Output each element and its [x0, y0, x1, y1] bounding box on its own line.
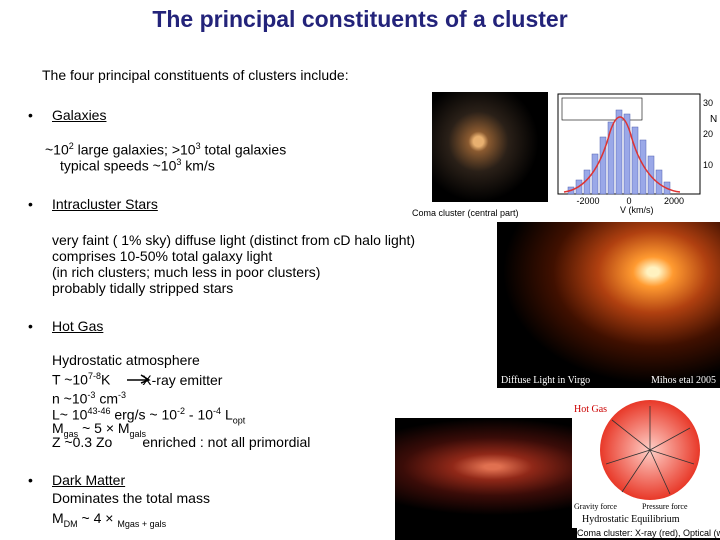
text-line: Hydrostatic atmosphere: [52, 352, 200, 368]
intro: The four principal constituents of clust…: [42, 67, 349, 83]
heading: Dark Matter: [52, 472, 126, 488]
y-tick-label: 30: [703, 98, 713, 108]
coma-xray-photo: Coma cluster: X-ray (red), Optical (whit…: [395, 418, 720, 540]
text-run: M: [52, 420, 64, 436]
text-run: enriched : not all primordial: [142, 434, 311, 450]
text-run: - 10: [185, 406, 214, 423]
text-line: Z ~0.3 Zo enriched : not all primordial: [52, 434, 310, 450]
text-run: ~ 5 × M: [78, 420, 130, 436]
coma-caption: Coma cluster: X-ray (red), Optical (whit…: [577, 528, 720, 538]
bullet: •: [28, 196, 33, 212]
text-line: MDM ~ 4 × Mgas + gals: [52, 510, 166, 529]
histogram-caption: Coma cluster (central part): [412, 208, 519, 218]
title: The principal constituents of a cluster: [152, 6, 568, 32]
text-run: (in rich clusters; much less in poor clu…: [52, 264, 321, 280]
text-run: Z ~0.3 Zo: [52, 434, 113, 450]
text-run: Hydrostatic atmosphere: [52, 352, 200, 368]
text-run: 3: [195, 141, 201, 151]
y-tick-label: 20: [703, 129, 713, 139]
gaussian-curve: [563, 116, 681, 193]
text-run: n ~10: [52, 390, 88, 407]
text-run: T ~10: [52, 371, 88, 388]
text-line: probably tidally stripped stars: [52, 280, 233, 296]
pressure-label: Pressure force: [642, 502, 688, 511]
text-run: -2: [177, 406, 186, 416]
text-run: M: [52, 510, 64, 526]
hot-gas-caption: Hydrostatic Equilibrium: [582, 514, 680, 525]
text-run: 43-46: [87, 406, 111, 416]
text-run: 3: [176, 157, 182, 167]
velocity-histogram: -2000 0 2000 30 20 10 N: [557, 93, 717, 206]
heading: Galaxies: [52, 107, 107, 123]
text-line: (in rich clusters; much less in poor clu…: [52, 264, 320, 280]
virgo-credit: Mihos etal 2005: [651, 375, 716, 386]
hot-gas-label: Hot Gas: [574, 404, 608, 415]
arrow: [127, 374, 151, 384]
text-run: 7-8: [87, 371, 101, 381]
text-run: ~10: [45, 141, 69, 158]
y-tick-label: 10: [703, 160, 713, 170]
text-line: Dominates the total mass: [52, 490, 210, 506]
text-run: DM: [63, 518, 78, 529]
galaxies-photo: [432, 92, 548, 202]
heading: Hot Gas: [52, 318, 104, 334]
bullet: •: [28, 318, 33, 334]
text-run: Dominates the total mass: [52, 490, 210, 506]
text-run: L~ 10: [52, 406, 88, 423]
hot-gas-diagram: Hot Gas Gravity force Pressure force Hyd…: [572, 398, 720, 528]
text-line: L~ 1043-46 erg/s ~ 10-2 - 10-4 Lopt: [52, 406, 245, 425]
text-run: large galaxies; >10: [73, 141, 196, 158]
text-line: typical speeds ~103 km/s: [60, 157, 215, 174]
text-run: 2: [68, 141, 74, 151]
virgo-photo: Diffuse Light in Virgo Mihos etal 2005: [497, 222, 720, 388]
bullet: •: [28, 107, 33, 123]
text-run: gals: [129, 428, 147, 439]
text-line: comprises 10-50% total galaxy light: [52, 248, 272, 264]
text-line: ~102 large galaxies; >103 total galaxies: [45, 141, 286, 158]
text-line: n ~10-3 cm-3: [52, 390, 126, 407]
heading: Intracluster Stars: [52, 196, 158, 212]
text-run: -4: [213, 406, 222, 416]
text-run: K: [100, 371, 111, 388]
gravity-label: Gravity force: [574, 502, 617, 511]
x-tick-label: 0: [626, 196, 631, 206]
x-tick-label: 2000: [664, 196, 684, 206]
x-axis-label: V (km/s): [620, 205, 654, 215]
y-axis-label: N: [710, 114, 717, 125]
text-run: -3: [118, 390, 127, 400]
text-run: ~ 4 ×: [77, 510, 118, 526]
text-run: typical speeds ~10: [60, 157, 177, 174]
text-line: Mgas ~ 5 × Mgals: [52, 420, 146, 439]
text-run: Mgas + gals: [117, 518, 167, 529]
text-run: km/s: [181, 157, 215, 174]
text-run: L: [221, 406, 233, 423]
text-run: probably tidally stripped stars: [52, 280, 234, 296]
bullet: •: [28, 472, 33, 488]
text-run: cm: [95, 390, 119, 407]
text-run: total galaxies: [200, 141, 287, 158]
text-run: opt: [232, 415, 246, 426]
text-run: gas: [63, 428, 79, 439]
virgo-caption: Diffuse Light in Virgo: [501, 375, 591, 386]
hot-gas-sphere: [600, 400, 700, 500]
text-run: comprises 10-50% total galaxy light: [52, 248, 273, 264]
text-run: -3: [87, 390, 96, 400]
text-line: T ~107-8K X-ray emitter: [52, 371, 222, 388]
text-run: erg/s ~ 10: [110, 406, 178, 423]
text-run: very faint ( 1% sky) diffuse light (dist…: [52, 232, 416, 248]
text-line: very faint ( 1% sky) diffuse light (dist…: [52, 232, 415, 248]
formula-box: [561, 97, 643, 121]
text-run: X-ray emitter: [142, 371, 223, 388]
x-tick-label: -2000: [576, 196, 599, 206]
